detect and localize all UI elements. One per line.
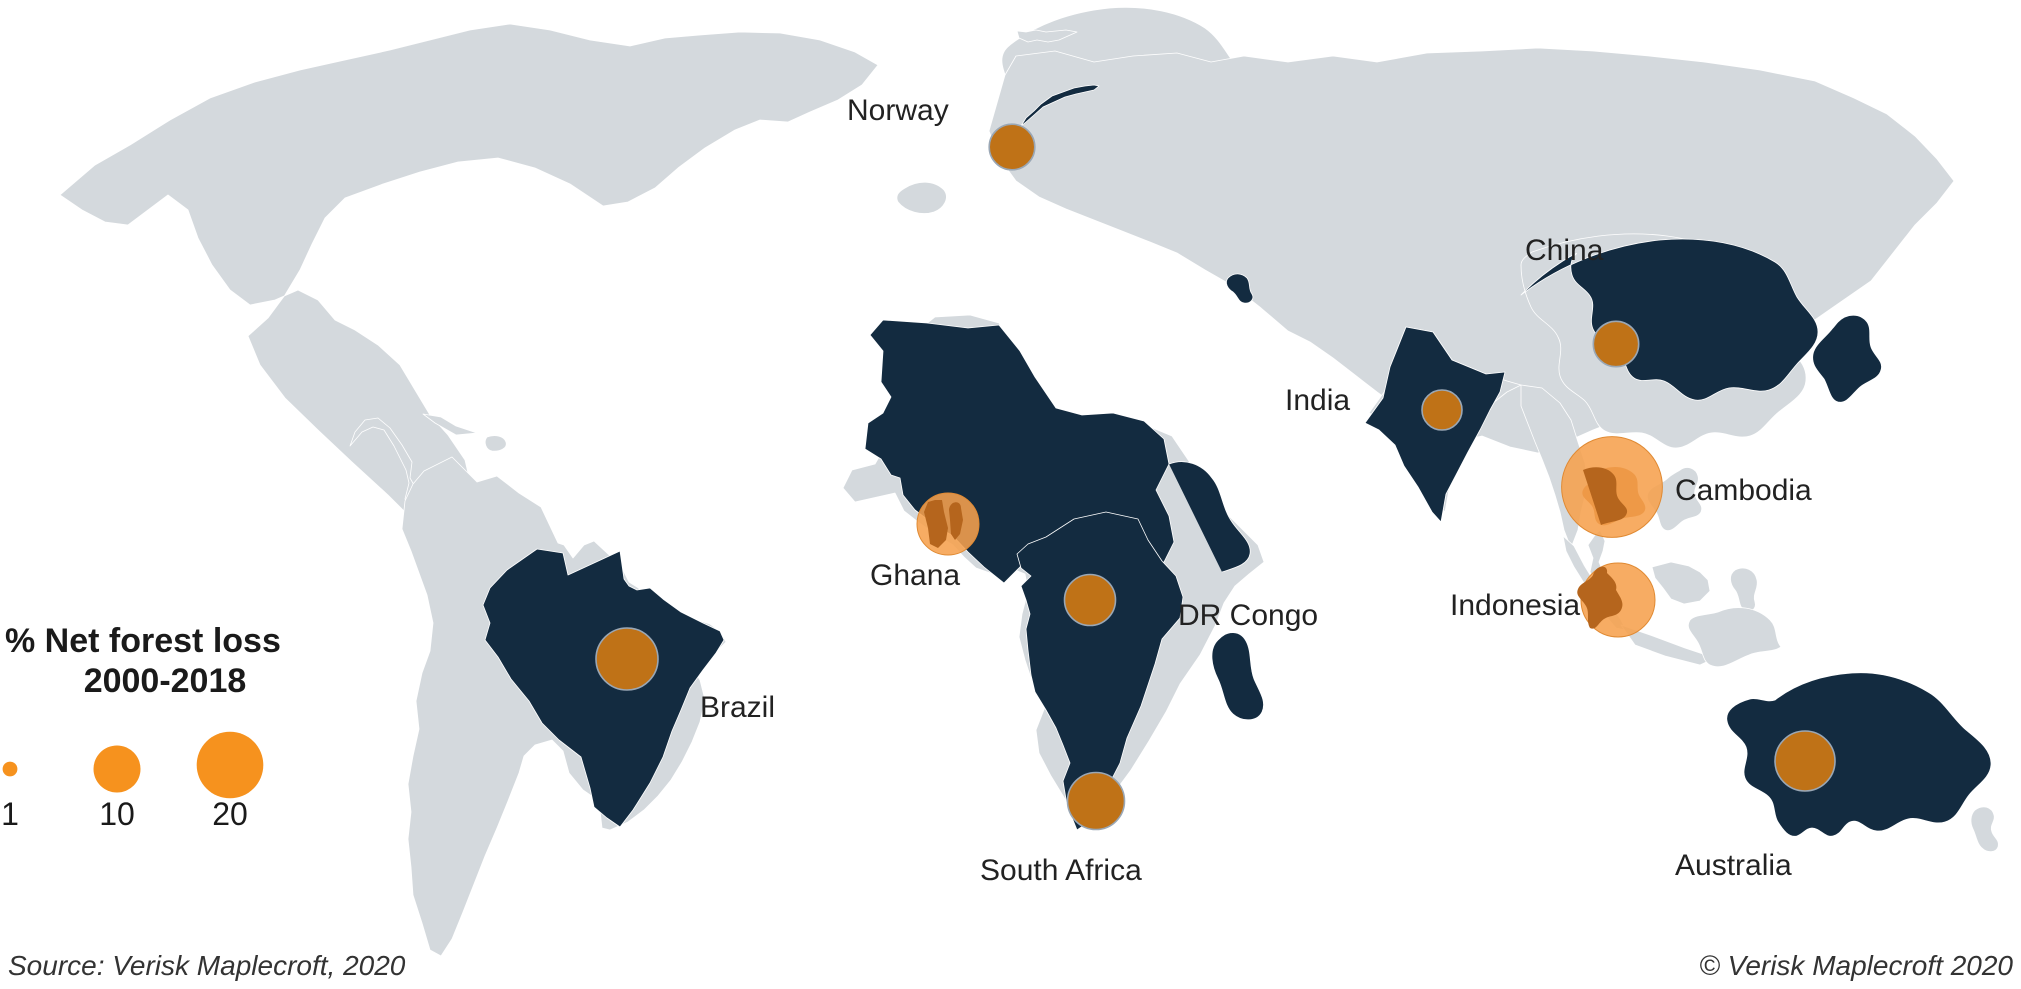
svg-text:2000-2018: 2000-2018 (84, 662, 247, 700)
svg-text:% Net forest loss: % Net forest loss (5, 622, 281, 660)
svg-text:India: India (1285, 384, 1350, 417)
svg-text:Australia: Australia (1675, 849, 1792, 882)
svg-text:China: China (1525, 234, 1604, 267)
svg-text:Ghana: Ghana (870, 559, 960, 592)
svg-text:Source: Verisk Maplecroft, 202: Source: Verisk Maplecroft, 2020 (8, 950, 406, 981)
svg-text:Norway: Norway (847, 94, 949, 127)
svg-text:Cambodia: Cambodia (1675, 474, 1812, 507)
svg-text:10: 10 (99, 796, 135, 832)
svg-text:© Verisk Maplecroft 2020: © Verisk Maplecroft 2020 (1699, 950, 2013, 981)
svg-text:South Africa: South Africa (980, 854, 1142, 887)
svg-text:Indonesia: Indonesia (1450, 589, 1580, 622)
svg-text:Brazil: Brazil (700, 691, 775, 724)
svg-text:1: 1 (1, 796, 19, 832)
svg-text:DR Congo: DR Congo (1178, 599, 1318, 632)
svg-text:20: 20 (212, 796, 248, 832)
